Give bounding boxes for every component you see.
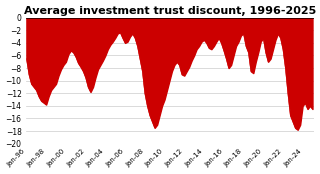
Title: Average investment trust discount, 1996-2025: Average investment trust discount, 1996-… (24, 6, 316, 15)
